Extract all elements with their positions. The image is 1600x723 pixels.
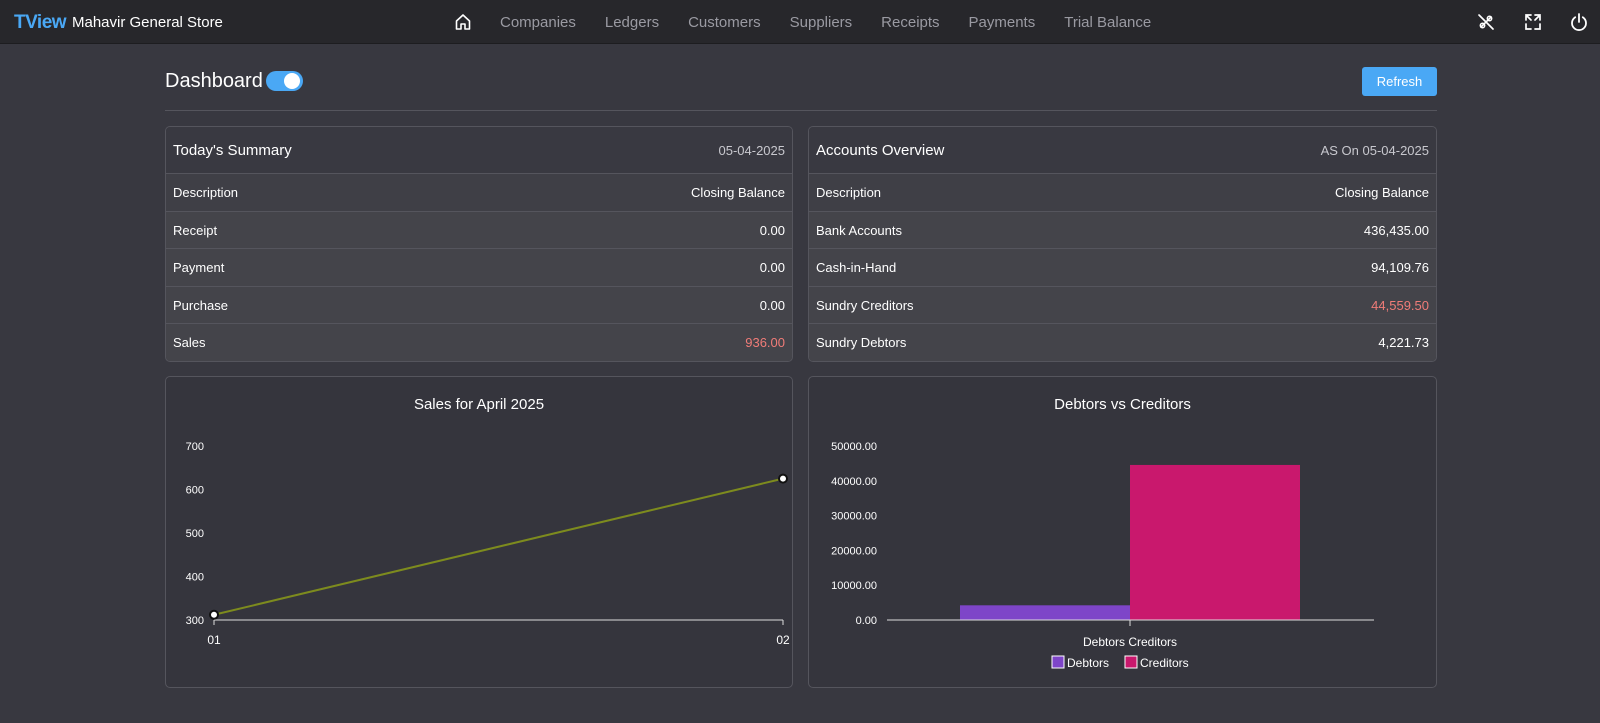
header-divider	[165, 110, 1437, 111]
nav-receipts[interactable]: Receipts	[881, 13, 940, 31]
table-row[interactable]: Bank Accounts 436,435.00	[809, 211, 1436, 250]
card-date: 05-04-2025	[718, 143, 786, 158]
y-tick-label: 30000.00	[831, 511, 877, 523]
fullscreen-icon[interactable]	[1523, 12, 1543, 32]
x-tick-label: 01	[207, 633, 221, 647]
col-description: Description	[173, 185, 239, 200]
y-tick-label: 50000.00	[831, 441, 877, 453]
row-value: 936.00	[745, 335, 785, 351]
row-value: 436,435.00	[1363, 222, 1429, 238]
disconnect-icon[interactable]	[1476, 12, 1496, 32]
row-label: Purchase	[173, 297, 228, 313]
brand-logo[interactable]: TView	[14, 12, 67, 33]
toggle-knob	[284, 73, 300, 89]
row-label: Receipt	[173, 222, 218, 238]
home-icon[interactable]	[453, 12, 473, 32]
page-title: Dashboard	[165, 70, 263, 92]
y-tick-label: 400	[186, 572, 204, 584]
row-label: Cash-in-Hand	[816, 260, 897, 276]
legend-label: Creditors	[1140, 656, 1189, 670]
nav-trial-balance[interactable]: Trial Balance	[1064, 13, 1152, 31]
nav-ledgers[interactable]: Ledgers	[604, 13, 660, 31]
nav-companies[interactable]: Companies	[500, 13, 576, 31]
card-date: AS On 05-04-2025	[1320, 143, 1429, 158]
table-row[interactable]: Sundry Creditors 44,559.50	[809, 286, 1436, 325]
table-row[interactable]: Purchase 0.00	[166, 286, 792, 325]
top-navbar: TView Mahavir General Store Companies Le…	[0, 0, 1600, 44]
data-point	[209, 609, 219, 620]
y-tick-label: 500	[186, 528, 204, 540]
sales-chart-card: Sales for April 2025 700 600 500 400 300 01 02	[165, 376, 793, 688]
data-point	[778, 473, 788, 484]
company-name: Mahavir General Store	[72, 14, 223, 31]
y-tick-label: 40000.00	[831, 476, 877, 488]
row-value: 0.00	[759, 222, 785, 238]
table-header-row: Description Closing Balance	[809, 174, 1436, 212]
row-value: 0.00	[759, 260, 785, 276]
table-row[interactable]: Sundry Debtors 4,221.73	[809, 324, 1436, 361]
row-label: Sundry Debtors	[816, 335, 907, 351]
bar-debtors	[960, 605, 1130, 620]
chart-title: Sales for April 2025	[413, 396, 545, 413]
table-row[interactable]: Cash-in-Hand 94,109.76	[809, 249, 1436, 287]
debtors-creditors-bar-chart: 50000.00 40000.00 30000.00 20000.00 10000.00…	[831, 441, 1374, 670]
nav-suppliers[interactable]: Suppliers	[789, 13, 853, 31]
todays-summary-card: Today's Summary 05-04-2025 Description C…	[165, 126, 793, 362]
sales-series-line	[213, 477, 784, 616]
row-label: Payment	[173, 260, 225, 276]
main-nav: Companies Ledgers Customers Suppliers Re…	[453, 0, 1180, 44]
row-value: 94,109.76	[1371, 260, 1429, 276]
row-value: 0.00	[759, 297, 785, 313]
dashboard-toggle[interactable]	[266, 71, 303, 91]
y-tick-label: 700	[186, 441, 204, 453]
card-title: Accounts Overview	[816, 142, 945, 159]
card-header: Accounts Overview AS On 05-04-2025	[809, 127, 1436, 174]
card-title: Today's Summary	[173, 142, 292, 159]
refresh-button[interactable]: Refresh	[1362, 67, 1437, 96]
row-label: Sales	[173, 335, 206, 351]
y-tick-label: 300	[186, 615, 204, 627]
chart-title: Debtors vs Creditors	[1054, 396, 1191, 413]
row-value: 44,559.50	[1371, 297, 1429, 313]
col-closing-balance: Closing Balance	[1335, 185, 1429, 200]
table-row[interactable]: Sales 936.00	[166, 324, 792, 361]
bar-creditors	[1130, 464, 1300, 620]
table-row[interactable]: Receipt 0.00	[166, 211, 792, 250]
power-icon[interactable]	[1569, 12, 1589, 32]
row-label: Sundry Creditors	[816, 297, 914, 313]
legend-label: Debtors	[1067, 656, 1109, 670]
y-tick-label: 20000.00	[831, 545, 877, 557]
debtors-creditors-chart-card: Debtors vs Creditors 50000.00 40000.00 300…	[808, 376, 1437, 688]
legend-swatch-creditors	[1124, 655, 1138, 669]
y-tick-label: 0.00	[856, 615, 877, 627]
accounts-overview-card: Accounts Overview AS On 05-04-2025 Descr…	[808, 126, 1437, 362]
y-tick-label: 600	[186, 485, 204, 497]
legend-swatch-debtors	[1051, 655, 1065, 669]
card-header: Today's Summary 05-04-2025	[166, 127, 792, 174]
col-description: Description	[816, 185, 882, 200]
nav-customers[interactable]: Customers	[688, 13, 761, 31]
x-category-label: Debtors Creditors	[1083, 635, 1177, 649]
row-value: 4,221.73	[1378, 335, 1429, 351]
table-row[interactable]: Payment 0.00	[166, 249, 792, 287]
col-closing-balance: Closing Balance	[691, 185, 785, 200]
table-header-row: Description Closing Balance	[166, 174, 792, 212]
nav-payments[interactable]: Payments	[968, 13, 1036, 31]
y-tick-label: 10000.00	[831, 580, 877, 592]
x-tick-label: 02	[776, 633, 790, 647]
row-label: Bank Accounts	[816, 222, 902, 238]
